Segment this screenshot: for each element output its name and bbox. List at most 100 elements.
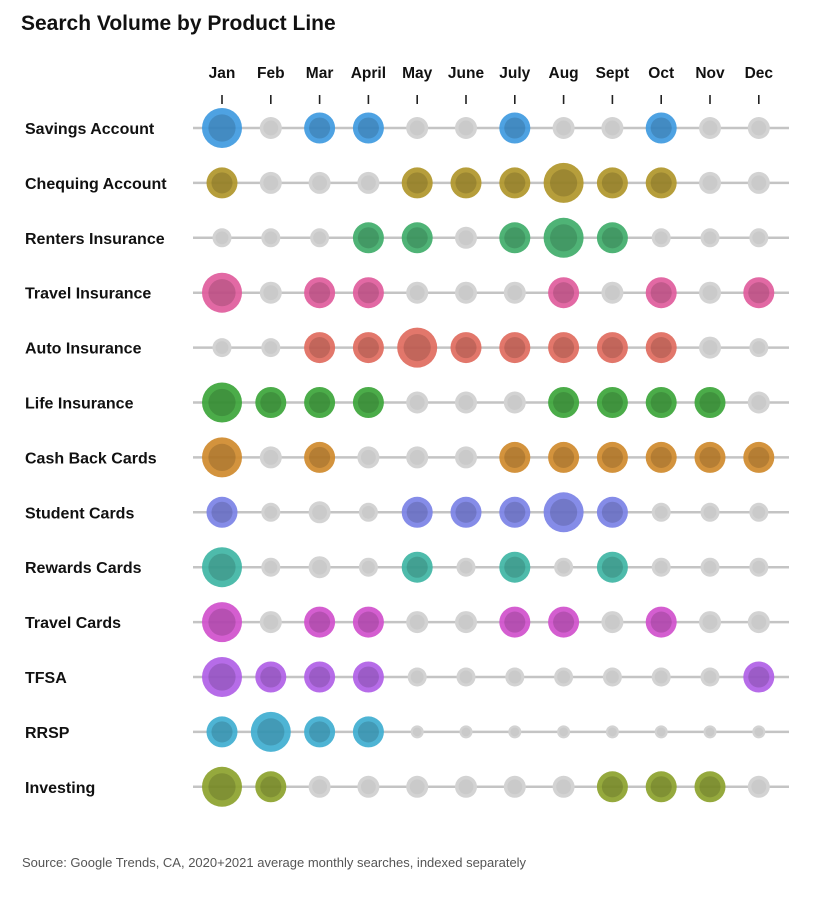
bubble-student-cards-may — [401, 496, 433, 528]
bubble-rewards-cards-may — [401, 551, 433, 583]
bubble-rewards-cards-june — [456, 557, 476, 577]
bubble-travel-insurance-feb — [259, 281, 282, 304]
row-label-student-cards: Student Cards — [25, 505, 134, 522]
bubble-tfsa-oct — [651, 667, 671, 687]
bubble-rewards-cards-oct — [651, 557, 671, 577]
bubble-auto-insurance-oct — [645, 332, 677, 364]
bubble-chequing-account-oct — [645, 167, 677, 199]
bubble-travel-insurance-dec — [743, 277, 775, 309]
bubble-life-insurance-oct — [645, 387, 677, 418]
bubble-life-insurance-aug — [548, 387, 580, 418]
chart-title: Search Volume by Product Line — [21, 12, 336, 35]
bubble-travel-insurance-july — [503, 281, 526, 304]
row-label-cash-back-cards: Cash Back Cards — [25, 450, 157, 467]
source-note: Source: Google Trends, CA, 2020+2021 ave… — [22, 855, 527, 870]
bubble-rewards-cards-aug — [554, 557, 574, 577]
row-label-travel-cards: Travel Cards — [25, 615, 121, 632]
bubble-cash-back-cards-aug — [548, 441, 580, 473]
bubble-investing-july — [503, 775, 526, 798]
bubble-life-insurance-nov — [694, 387, 726, 418]
bubble-investing-feb — [255, 771, 287, 803]
month-label-mar: Mar — [306, 65, 334, 82]
bubble-rrsp-aug — [557, 725, 571, 739]
bubble-life-insurance-june — [455, 391, 477, 414]
bubble-cash-back-cards-june — [455, 446, 477, 469]
bubble-travel-cards-july — [499, 606, 531, 638]
bubble-auto-insurance-aug — [548, 332, 580, 364]
row-label-savings-account: Savings Account — [25, 121, 155, 138]
bubble-student-cards-feb — [261, 502, 281, 522]
bubble-rewards-cards-sept — [596, 551, 628, 583]
bubble-savings-account-sept — [601, 117, 624, 139]
row-label-life-insurance: Life Insurance — [25, 396, 134, 413]
month-label-june: June — [448, 65, 485, 82]
bubble-cash-back-cards-may — [406, 446, 429, 469]
bubble-life-insurance-jan — [202, 382, 242, 423]
bubble-auto-insurance-april — [352, 332, 384, 364]
bubble-tfsa-nov — [700, 667, 720, 687]
bubble-investing-sept — [596, 771, 628, 803]
bubble-renters-insurance-may — [401, 222, 433, 254]
bubble-rrsp-nov — [703, 725, 717, 739]
row-label-renters-insurance: Renters Insurance — [25, 231, 165, 248]
bubble-cash-back-cards-april — [357, 446, 380, 469]
bubble-chequing-account-jan — [206, 167, 238, 199]
bubble-rewards-cards-nov — [700, 557, 720, 577]
bubble-tfsa-may — [407, 667, 427, 687]
bubble-rrsp-july — [508, 725, 522, 739]
bubble-tfsa-july — [505, 667, 525, 687]
bubble-cash-back-cards-mar — [304, 441, 336, 473]
bubble-student-cards-april — [358, 502, 378, 522]
bubble-investing-dec — [747, 775, 770, 798]
bubble-savings-account-july — [499, 112, 531, 144]
bubble-savings-account-jan — [202, 108, 242, 148]
row-label-travel-insurance: Travel Insurance — [25, 286, 151, 303]
bubble-investing-mar — [308, 775, 331, 798]
bubble-investing-april — [357, 775, 380, 798]
month-label-aug: Aug — [549, 65, 579, 82]
bubble-auto-insurance-july — [499, 332, 531, 364]
bubble-auto-insurance-may — [397, 327, 438, 368]
bubble-rrsp-sept — [605, 725, 619, 739]
bubble-auto-insurance-nov — [699, 336, 721, 359]
bubble-auto-insurance-feb — [261, 338, 281, 358]
bubble-auto-insurance-mar — [304, 332, 336, 364]
month-label-may: May — [402, 65, 433, 82]
month-label-dec: Dec — [745, 65, 774, 82]
month-label-feb: Feb — [257, 65, 285, 82]
bubble-auto-insurance-june — [450, 332, 482, 364]
row-label-chequing-account: Chequing Account — [25, 176, 167, 193]
bubble-savings-account-feb — [259, 117, 282, 139]
bubble-travel-cards-dec — [747, 611, 770, 634]
bubble-student-cards-aug — [543, 492, 584, 533]
bubble-savings-account-aug — [552, 117, 575, 139]
bubble-student-cards-nov — [700, 502, 720, 522]
bubble-chequing-account-sept — [596, 167, 628, 199]
bubble-travel-insurance-nov — [699, 281, 721, 304]
bubble-renters-insurance-dec — [749, 228, 769, 248]
bubble-investing-jan — [202, 766, 242, 807]
bubble-chequing-account-dec — [747, 171, 770, 194]
bubble-tfsa-feb — [255, 661, 287, 693]
bubble-travel-cards-nov — [699, 611, 721, 634]
bubble-renters-insurance-oct — [651, 228, 671, 248]
bubble-rrsp-feb — [250, 711, 291, 752]
bubble-travel-cards-aug — [548, 606, 580, 638]
bubble-life-insurance-april — [352, 387, 384, 418]
bubble-investing-oct — [645, 771, 677, 803]
bubble-tfsa-june — [456, 667, 476, 687]
bubble-chequing-account-mar — [308, 171, 331, 194]
bubble-tfsa-mar — [304, 661, 336, 693]
bubble-renters-insurance-jan — [212, 228, 232, 248]
row-label-rrsp: RRSP — [25, 725, 70, 742]
bubble-student-cards-jan — [206, 496, 238, 528]
bubble-tfsa-sept — [602, 667, 622, 687]
bubble-student-cards-june — [450, 496, 482, 528]
row-label-rewards-cards: Rewards Cards — [25, 560, 142, 577]
month-label-sept: Sept — [596, 65, 630, 82]
bubble-renters-insurance-june — [455, 226, 477, 249]
bubble-chequing-account-april — [357, 171, 380, 194]
bubble-travel-cards-april — [352, 606, 384, 638]
bubble-savings-account-nov — [699, 117, 721, 139]
bubble-rewards-cards-dec — [749, 557, 769, 577]
